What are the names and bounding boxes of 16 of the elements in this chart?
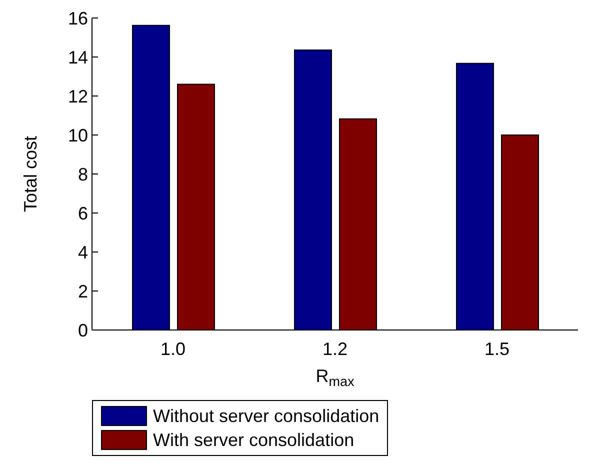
y-tick-label: 14 — [68, 47, 88, 68]
x-tick-label: 1.5 — [484, 338, 510, 359]
y-tick-label: 8 — [78, 164, 88, 184]
x-tick-label: 1.0 — [160, 338, 186, 359]
y-tick-label: 16 — [68, 8, 88, 28]
y-tick-label: 10 — [68, 125, 88, 146]
y-tick-label: 12 — [68, 86, 88, 106]
legend-label: Without server consolidation — [153, 405, 380, 428]
legend-label: With server consolidation — [153, 429, 354, 452]
y-tick-label: 2 — [78, 281, 88, 302]
y-tick-label: 4 — [78, 242, 88, 262]
y-tick-label: 0 — [78, 320, 88, 340]
y-tick-label: 6 — [78, 203, 88, 224]
y-axis-title: Total cost — [20, 136, 40, 212]
x-tick-label: 1.2 — [322, 338, 348, 359]
x-axis-title: R$_{max}$ — [316, 366, 354, 390]
